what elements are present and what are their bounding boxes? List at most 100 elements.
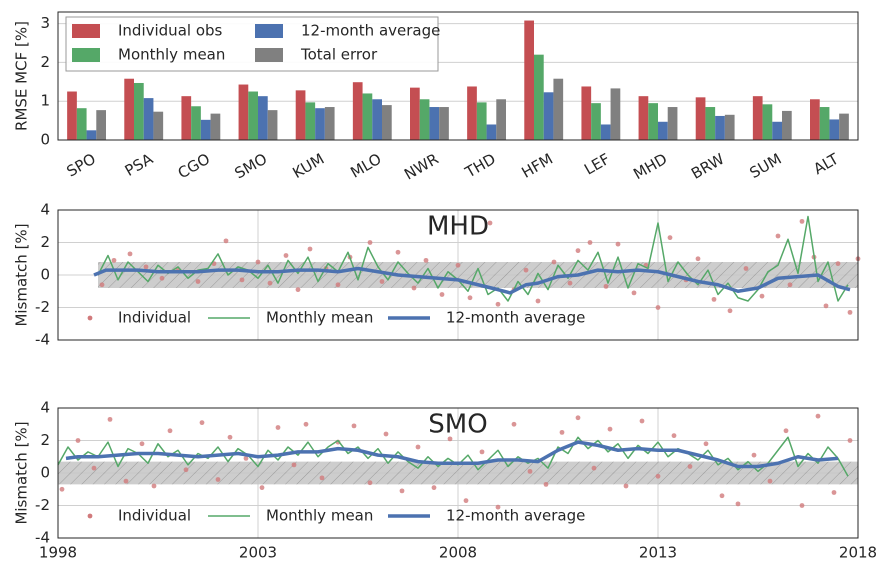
bar bbox=[476, 102, 487, 140]
legend-label: Monthly mean bbox=[266, 309, 373, 327]
bar bbox=[382, 105, 392, 140]
scatter-point bbox=[511, 421, 517, 427]
y-axis-label: Mismatch [%] bbox=[13, 223, 31, 326]
scatter-point bbox=[603, 283, 609, 289]
scatter-point bbox=[255, 259, 261, 265]
scatter-point bbox=[259, 485, 265, 491]
scatter-point bbox=[847, 438, 853, 443]
uncertainty-band bbox=[58, 461, 858, 485]
legend-label: 12-month average bbox=[446, 507, 585, 525]
legend-label: 12-month average bbox=[446, 309, 585, 327]
scatter-point bbox=[847, 309, 853, 315]
bar bbox=[705, 107, 716, 140]
y-tick-label: 4 bbox=[40, 399, 50, 417]
scatter-point bbox=[711, 296, 717, 302]
scatter-point bbox=[431, 485, 437, 491]
y-tick-label: -4 bbox=[35, 331, 50, 349]
y-tick-label: 2 bbox=[40, 233, 50, 251]
bar bbox=[410, 87, 420, 140]
scatter-point bbox=[139, 441, 145, 447]
scatter-point bbox=[307, 246, 313, 252]
y-axis-label: Mismatch [%] bbox=[13, 421, 31, 524]
x-tick-label: CGO bbox=[175, 150, 213, 183]
scatter-point bbox=[335, 282, 341, 288]
scatter-point bbox=[479, 449, 485, 455]
x-tick-label: ALT bbox=[810, 149, 842, 178]
scatter-point bbox=[591, 465, 597, 471]
bar bbox=[829, 119, 840, 140]
bar bbox=[600, 124, 611, 140]
bar bbox=[362, 93, 373, 140]
bar bbox=[258, 96, 268, 140]
scatter-point bbox=[159, 275, 165, 281]
bar bbox=[324, 107, 335, 140]
bar bbox=[810, 99, 820, 140]
scatter-point bbox=[623, 483, 629, 489]
bar bbox=[762, 104, 773, 140]
y-tick-label: 2 bbox=[40, 53, 50, 71]
scatter-point bbox=[463, 498, 469, 504]
scatter-point bbox=[351, 423, 357, 429]
x-tick-label: SMO bbox=[232, 150, 271, 183]
scatter-point bbox=[183, 467, 189, 473]
scatter-point bbox=[719, 493, 725, 499]
plot-frame bbox=[57, 407, 859, 539]
bar bbox=[143, 98, 154, 140]
scatter-point bbox=[199, 420, 205, 426]
y-tick-label: -2 bbox=[35, 496, 50, 514]
x-tick-label: LEF bbox=[581, 150, 613, 179]
y-tick-label: 0 bbox=[40, 266, 50, 284]
scatter-point bbox=[671, 433, 677, 439]
y-tick-label: 0 bbox=[40, 131, 50, 149]
bar bbox=[724, 114, 735, 140]
bar bbox=[553, 78, 564, 140]
scatter-point bbox=[283, 253, 289, 258]
scatter-point bbox=[695, 256, 701, 262]
bar bbox=[839, 113, 849, 140]
scatter-point bbox=[823, 303, 829, 309]
scatter-point bbox=[267, 280, 273, 286]
scatter-point bbox=[239, 277, 245, 283]
scatter-point bbox=[415, 444, 421, 450]
series-line bbox=[93, 266, 851, 295]
bar bbox=[695, 97, 706, 140]
y-tick-label: 3 bbox=[40, 14, 50, 32]
scatter-point bbox=[527, 468, 533, 474]
scatter-point bbox=[575, 248, 581, 254]
bar bbox=[352, 82, 363, 140]
legend-label: 12-month average bbox=[301, 22, 440, 40]
scatter-point bbox=[91, 465, 97, 471]
scatter-point bbox=[215, 477, 221, 482]
x-tick-label: THD bbox=[461, 150, 499, 182]
scatter-point bbox=[227, 434, 233, 440]
bar bbox=[153, 111, 164, 140]
scatter-point bbox=[151, 483, 157, 489]
scatter-point bbox=[655, 305, 661, 310]
scatter-point bbox=[195, 279, 201, 284]
plot-frame bbox=[57, 11, 859, 141]
bar bbox=[648, 103, 658, 140]
legend-label: Individual bbox=[118, 309, 191, 327]
scatter-point bbox=[743, 266, 749, 271]
scatter-point bbox=[319, 475, 325, 481]
legend-label: Monthly mean bbox=[118, 46, 225, 64]
bar bbox=[752, 96, 763, 140]
bar bbox=[667, 107, 678, 140]
x-tick-label: 1998 bbox=[39, 544, 77, 562]
scatter-point bbox=[787, 282, 793, 288]
scatter-point bbox=[111, 257, 117, 263]
bar bbox=[486, 124, 497, 140]
bar bbox=[134, 82, 144, 140]
scatter-point bbox=[455, 262, 461, 268]
legend-marker bbox=[87, 315, 93, 321]
legend: Individual obs Monthly mean 12-month avera… bbox=[65, 16, 440, 72]
bar bbox=[86, 130, 97, 140]
y-axis-label: RMSE MCF [%] bbox=[13, 21, 31, 131]
scatter-point bbox=[567, 280, 573, 286]
scatter-point bbox=[767, 478, 773, 484]
scatter-point bbox=[587, 240, 593, 245]
scatter-point bbox=[751, 452, 757, 458]
bar bbox=[124, 78, 134, 140]
scatter-point bbox=[395, 249, 401, 255]
x-tick-label: MHD bbox=[630, 150, 670, 183]
